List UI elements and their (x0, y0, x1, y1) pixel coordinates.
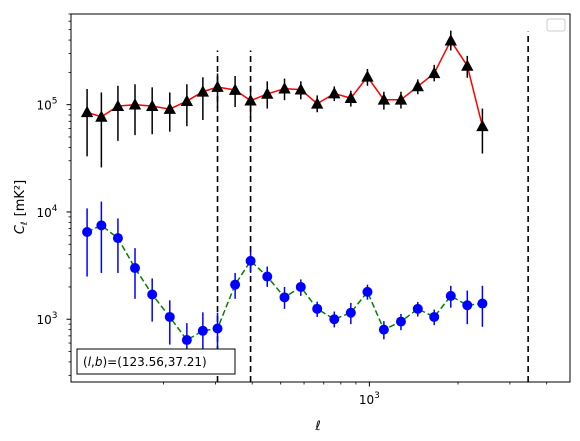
series-2-point (378, 324, 389, 335)
series-1-point (146, 99, 159, 111)
series-2-point (395, 316, 406, 327)
series-2-point (462, 300, 473, 311)
series-1-point (128, 98, 142, 110)
series-2-point (279, 292, 290, 303)
axes-frame (70, 13, 571, 383)
series-2-point (212, 323, 223, 334)
series-2-point (147, 289, 158, 300)
series-1-point (428, 66, 441, 79)
series-1-point (394, 93, 408, 105)
series-1-point (344, 91, 358, 104)
series-2-point (96, 220, 107, 231)
series-1-point (163, 102, 176, 114)
y-axis-label-sub: ℓ (20, 221, 30, 226)
series-2-point (477, 298, 488, 309)
series-2-point (262, 271, 273, 282)
series-1-point (294, 83, 307, 95)
series-2-point (445, 290, 456, 301)
series-1-point (476, 119, 489, 132)
series-1-point (444, 34, 457, 46)
series-2-point (82, 227, 93, 238)
series-2-point (230, 279, 241, 290)
series-1-point (211, 80, 224, 92)
series-1-point (278, 82, 291, 94)
legend-box (546, 18, 566, 32)
series-2-point (329, 314, 340, 325)
series-1-point (80, 105, 94, 118)
series-2-point (345, 307, 356, 318)
y-axis-label: Cℓ [mK²] (13, 180, 30, 234)
y-axis-label-main: C (13, 224, 28, 234)
y-axis-label-units: [mK²] (13, 180, 28, 217)
series-1-point (377, 93, 391, 105)
series-1-point (196, 85, 210, 97)
annotation-box: (l,b)=(123.56,37.21) (76, 348, 236, 375)
series-1-point (461, 59, 474, 71)
plot-area (80, 30, 529, 382)
series-1-point (95, 110, 108, 122)
series-1-point (244, 94, 257, 106)
series-1-point (261, 87, 274, 99)
y-tick-label: 104 (36, 204, 57, 220)
series-1-point (111, 99, 125, 111)
x-tick-label: 103 (359, 391, 380, 407)
x-axis-label: ℓ (314, 419, 320, 434)
series-1-point (361, 70, 374, 82)
series-2-point (197, 325, 208, 336)
series-2-point (130, 263, 141, 274)
series-2-point (181, 335, 192, 346)
y-tick-label: 105 (36, 97, 57, 113)
series-2-point (245, 255, 256, 266)
annotation-text: (l,b)=(123.56,37.21) (83, 355, 207, 369)
series-1 (80, 30, 489, 168)
annotation-frame (76, 348, 236, 375)
series-2-point (412, 303, 423, 314)
series-2-point (429, 311, 440, 322)
series-1-point (311, 97, 324, 109)
series-2 (82, 201, 488, 367)
series-2-point (312, 303, 323, 314)
series-2-point (295, 281, 306, 292)
series-2-point (112, 233, 123, 244)
series-1-point (411, 79, 424, 92)
y-tick-label: 103 (36, 311, 57, 327)
series-2-point (164, 311, 175, 322)
series-1-point (328, 87, 341, 99)
axes: 103 103 104 105 (36, 13, 571, 407)
series-2-point (362, 286, 373, 297)
series-1-point (228, 83, 242, 95)
series-1-point (180, 94, 194, 106)
